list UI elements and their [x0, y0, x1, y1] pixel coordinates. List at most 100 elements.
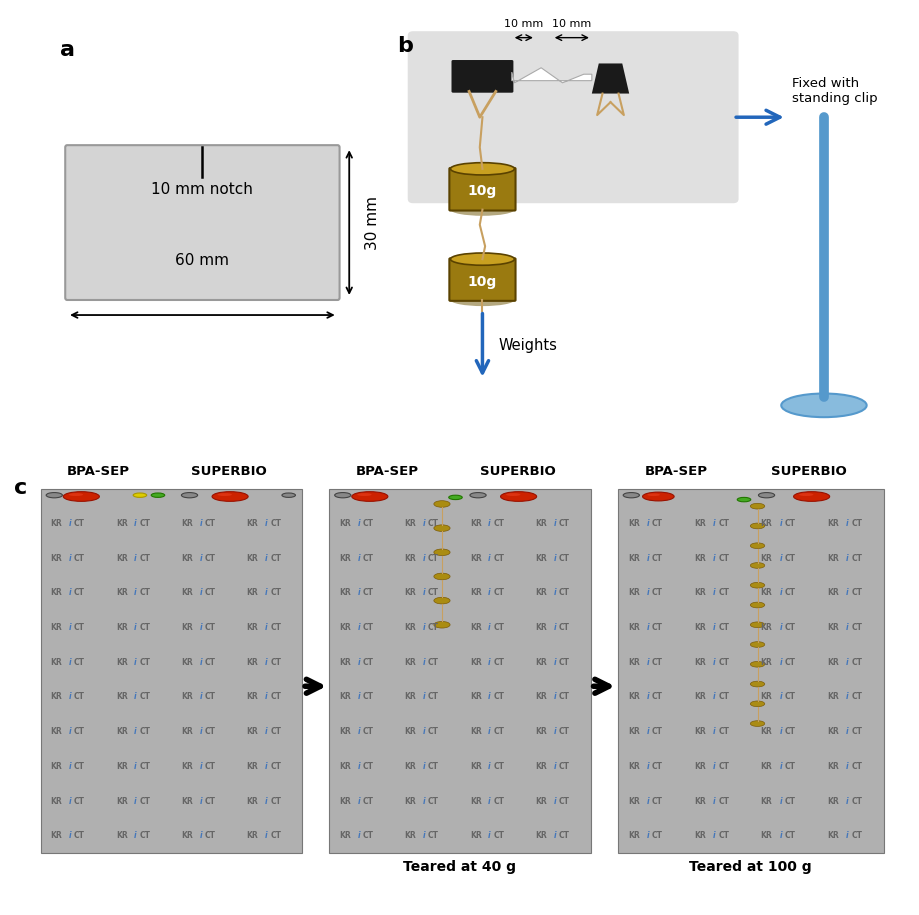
Text: KR: KR [470, 762, 481, 770]
Text: CT: CT [493, 519, 504, 528]
Text: CT: CT [362, 519, 373, 528]
Text: KR: KR [760, 623, 772, 632]
Ellipse shape [448, 495, 461, 500]
Text: i: i [134, 693, 137, 702]
Text: i: i [778, 797, 781, 805]
Text: i: i [357, 797, 359, 805]
Text: i: i [488, 797, 490, 805]
Text: KR: KR [404, 658, 415, 667]
Text: KR: KR [826, 623, 838, 632]
Text: KR: KR [694, 797, 705, 805]
Text: KR: KR [51, 554, 62, 563]
Text: KR: KR [627, 623, 639, 632]
Text: i: i [646, 727, 648, 737]
Text: KR: KR [116, 658, 128, 667]
Text: KR: KR [535, 832, 546, 840]
Text: 10g: 10g [468, 184, 496, 199]
Text: KR: KR [51, 519, 62, 528]
Text: KR: KR [404, 588, 415, 597]
Text: CT: CT [718, 832, 729, 840]
Text: i: i [553, 762, 555, 770]
FancyBboxPatch shape [448, 168, 515, 210]
Text: KR: KR [51, 727, 62, 737]
Text: i: i [646, 623, 648, 632]
Text: CT: CT [493, 727, 504, 737]
Text: i: i [778, 727, 781, 737]
Text: CT: CT [362, 727, 373, 737]
Text: KR: KR [826, 519, 838, 528]
Text: CT: CT [427, 727, 438, 737]
Text: KR: KR [246, 727, 258, 737]
Text: i: i [845, 554, 847, 563]
Ellipse shape [500, 491, 536, 501]
Ellipse shape [151, 493, 165, 498]
Ellipse shape [357, 493, 371, 496]
Text: CT: CT [493, 658, 504, 667]
Text: KR: KR [535, 762, 546, 770]
Text: KR: KR [116, 519, 128, 528]
Text: Weights: Weights [498, 338, 557, 352]
Text: i: i [134, 658, 137, 667]
Text: i: i [199, 727, 202, 737]
Text: CT: CT [362, 797, 373, 805]
Text: CT: CT [270, 588, 281, 597]
Text: CT: CT [74, 623, 85, 632]
Text: KR: KR [694, 762, 705, 770]
Text: i: i [845, 797, 847, 805]
Text: KR: KR [339, 693, 350, 702]
Text: CT: CT [427, 762, 438, 770]
Ellipse shape [211, 491, 248, 501]
Text: i: i [265, 693, 267, 702]
Text: KR: KR [246, 554, 258, 563]
Text: CT: CT [140, 658, 151, 667]
Text: KR: KR [404, 797, 415, 805]
Ellipse shape [505, 493, 520, 496]
Text: i: i [423, 519, 425, 528]
Text: KR: KR [116, 727, 128, 737]
Text: i: i [845, 832, 847, 840]
Ellipse shape [434, 501, 449, 507]
Text: i: i [488, 693, 490, 702]
Ellipse shape [622, 492, 639, 498]
Text: i: i [488, 832, 490, 840]
Text: KR: KR [404, 727, 415, 737]
Text: i: i [69, 727, 72, 737]
Text: CT: CT [362, 762, 373, 770]
Text: CT: CT [784, 762, 795, 770]
Text: KR: KR [339, 519, 350, 528]
Text: i: i [845, 519, 847, 528]
Text: i: i [553, 588, 555, 597]
Text: CT: CT [270, 658, 281, 667]
Text: i: i [646, 554, 648, 563]
Text: CT: CT [427, 658, 438, 667]
Text: CT: CT [718, 727, 729, 737]
Text: KR: KR [627, 762, 639, 770]
Text: KR: KR [760, 727, 772, 737]
Ellipse shape [641, 492, 674, 501]
Text: i: i [199, 762, 202, 770]
Ellipse shape [63, 491, 99, 501]
Text: KR: KR [470, 588, 481, 597]
Text: i: i [778, 832, 781, 840]
Text: CT: CT [74, 588, 85, 597]
Text: KR: KR [116, 797, 128, 805]
Text: CT: CT [718, 658, 729, 667]
Text: KR: KR [470, 727, 481, 737]
Ellipse shape [736, 498, 750, 501]
Text: i: i [199, 519, 202, 528]
Text: CT: CT [784, 554, 795, 563]
Text: CT: CT [140, 623, 151, 632]
Text: CT: CT [850, 519, 861, 528]
Text: KR: KR [470, 554, 481, 563]
Text: CT: CT [718, 693, 729, 702]
Text: CT: CT [427, 554, 438, 563]
Text: KR: KR [339, 658, 350, 667]
Ellipse shape [69, 493, 83, 496]
Text: i: i [553, 797, 555, 805]
Text: i: i [134, 797, 137, 805]
Ellipse shape [647, 493, 659, 496]
Text: CT: CT [493, 693, 504, 702]
Ellipse shape [798, 493, 812, 496]
Text: CT: CT [651, 762, 662, 770]
Text: i: i [553, 554, 555, 563]
